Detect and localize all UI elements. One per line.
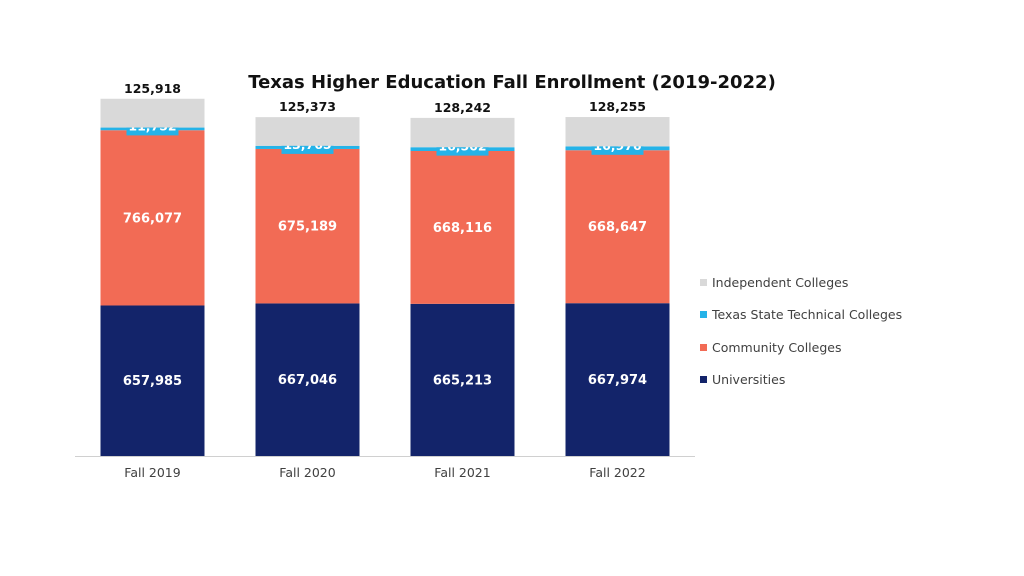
x-tick-label-fall-2020: Fall 2020	[279, 465, 335, 480]
bar-independent-colleges-fall-2019	[100, 98, 205, 128]
bar-universities-fall-2020	[255, 303, 360, 456]
data-label-community-colleges-fall-2021: 668,116	[433, 221, 492, 236]
data-label-universities-fall-2020: 667,046	[278, 373, 337, 388]
legend-item-texas-state-technical-colleges: Texas State Technical Colleges	[700, 299, 902, 332]
legend-item-independent-colleges: Independent Colleges	[700, 266, 902, 299]
legend-item-community-colleges: Community Colleges	[700, 331, 902, 364]
bar-independent-colleges-fall-2020	[255, 117, 360, 146]
x-tick-label-fall-2021: Fall 2021	[434, 465, 490, 480]
legend-label-universities: Universities	[712, 372, 786, 388]
legend-label-texas-state-technical-colleges: Texas State Technical Colleges	[712, 307, 903, 323]
data-label-independent-colleges-fall-2019: 125,918	[124, 81, 181, 96]
data-label-independent-colleges-fall-2020: 125,373	[279, 99, 336, 114]
data-label-universities-fall-2019: 657,985	[123, 374, 182, 389]
data-label-universities-fall-2021: 665,213	[433, 373, 492, 388]
chart-title: Texas Higher Education Fall Enrollment (…	[248, 72, 776, 93]
x-tick-label-fall-2019: Fall 2019	[124, 465, 180, 480]
data-label-independent-colleges-fall-2022: 128,255	[589, 99, 646, 114]
data-label-independent-colleges-fall-2021: 128,242	[434, 100, 491, 115]
data-label-community-colleges-fall-2022: 668,647	[588, 220, 647, 235]
x-tick-label-fall-2022: Fall 2022	[589, 465, 645, 480]
bar-community-colleges-fall-2020	[255, 148, 360, 304]
bar-independent-colleges-fall-2021	[410, 117, 515, 148]
legend-label-community-colleges: Community Colleges	[712, 339, 842, 355]
bar-universities-fall-2019	[100, 305, 205, 456]
legend-item-universities: Universities	[700, 364, 902, 397]
chart-legend: Independent Colleges Texas State Technica…	[700, 266, 902, 396]
legend-swatch-universities	[700, 376, 707, 384]
legend-swatch-texas-state-technical-colleges	[700, 311, 707, 319]
legend-label-independent-colleges: Independent Colleges	[712, 274, 849, 290]
legend-swatch-independent-colleges	[700, 278, 707, 286]
bar-universities-fall-2022	[565, 303, 670, 456]
bar-universities-fall-2021	[410, 303, 515, 456]
legend-swatch-community-colleges	[700, 343, 707, 351]
data-label-universities-fall-2022: 667,974	[588, 373, 647, 388]
bar-community-colleges-fall-2019	[100, 130, 205, 306]
data-label-community-colleges-fall-2019: 766,077	[123, 211, 182, 226]
bar-community-colleges-fall-2021	[410, 151, 515, 304]
data-label-community-colleges-fall-2020: 675,189	[278, 220, 337, 235]
bar-community-colleges-fall-2022	[565, 150, 670, 304]
bar-independent-colleges-fall-2022	[565, 117, 670, 147]
